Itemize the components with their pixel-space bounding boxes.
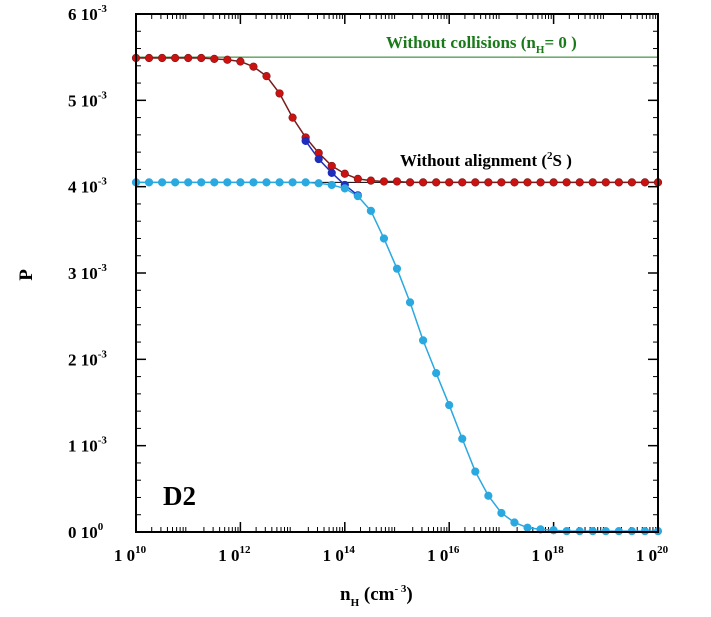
series-light_blue-point	[405, 298, 415, 307]
series-red-point	[445, 178, 454, 187]
series-light_blue-point	[314, 179, 323, 188]
series-light_blue-point	[445, 400, 454, 410]
series-light_blue-point	[497, 508, 506, 518]
series-red-point	[588, 178, 597, 187]
series-red-point	[536, 178, 545, 187]
series-red-point	[562, 178, 571, 187]
series-light_blue-point	[288, 178, 297, 187]
series-red-point	[523, 178, 532, 187]
y-tick-label: 1 10-3	[68, 435, 107, 456]
series-red-point	[288, 113, 297, 122]
series-light_blue-point	[210, 178, 219, 187]
y-axis-title: P	[16, 269, 37, 281]
series-red-point	[275, 89, 284, 98]
series-light_blue-point	[275, 178, 284, 187]
series-red-point	[405, 178, 415, 187]
series-red-point	[340, 169, 349, 178]
series-light_blue-point	[523, 523, 532, 532]
series-dark_blue-point	[301, 136, 310, 146]
series-red-point	[171, 53, 180, 63]
plot-frame	[135, 13, 659, 533]
y-tick-label: 0 100	[68, 521, 104, 542]
no-alignment-annotation: Without alignment (2S )	[400, 150, 572, 170]
x-axis-title: nH (cm- 3)	[340, 583, 413, 609]
y-tick-label: 3 10-3	[68, 262, 107, 283]
series-light_blue-point	[471, 467, 480, 476]
x-tick-label: 1 020	[636, 544, 669, 565]
series-dark_blue-point	[314, 154, 323, 164]
series-light_blue-point	[340, 184, 349, 193]
x-tick-label: 1 018	[531, 544, 564, 565]
series-red-point	[236, 57, 245, 66]
series-red-point	[197, 53, 206, 63]
series-light_blue-point	[510, 518, 519, 527]
series-red-point	[432, 178, 441, 187]
y-tick-label: 5 10-3	[68, 89, 107, 110]
series-light_blue-point	[366, 206, 376, 215]
series-red-point	[497, 178, 506, 187]
series-light_blue-point	[144, 178, 154, 187]
series-light_blue-point	[327, 180, 336, 190]
y-tick-label: 4 10-3	[68, 176, 107, 197]
series-red-point	[366, 176, 376, 185]
series-light_blue-point	[484, 491, 493, 500]
series-light_blue-point	[432, 369, 441, 378]
series-light_blue-point	[353, 192, 362, 201]
series-red-point	[184, 53, 193, 63]
series-red-point	[627, 178, 637, 187]
series-red-point	[353, 174, 362, 183]
series-light_blue-point	[249, 178, 258, 187]
series-red-point	[249, 62, 258, 71]
y-tick-label: 2 10-3	[68, 348, 107, 369]
series-light_blue-point	[184, 178, 193, 187]
series-light_blue-point	[236, 178, 245, 187]
series-red-point	[392, 177, 402, 186]
series-red-line	[136, 57, 658, 184]
series-light_blue-point	[458, 434, 467, 443]
series-light_blue-point	[419, 336, 428, 345]
series-light_blue-point	[197, 178, 206, 187]
series-dark_blue-point	[327, 168, 336, 177]
series-red-point	[640, 178, 650, 187]
series-light_blue-point	[379, 234, 389, 243]
series-light_blue-point	[158, 178, 167, 187]
no-collisions-annotation: Without collisions (nH= 0 )	[386, 33, 577, 56]
series-red-point	[471, 178, 480, 187]
x-tick-label: 1 014	[323, 544, 356, 565]
series-light_blue-point	[392, 264, 402, 273]
series-light_blue-point	[223, 178, 232, 187]
series-red-point	[144, 53, 154, 63]
series-light_blue-line	[136, 181, 658, 532]
series-red-point	[510, 178, 519, 187]
series-red-point	[327, 161, 336, 171]
series-light_blue-point	[262, 178, 271, 187]
panel-label: D2	[163, 481, 196, 511]
series-red-point	[419, 178, 428, 187]
series-light_blue-point	[301, 178, 310, 187]
y-tick-label: 6 10-3	[68, 3, 107, 24]
x-tick-label: 1 010	[114, 544, 147, 565]
series-red-point	[484, 178, 493, 187]
x-tick-label: 1 012	[218, 544, 251, 565]
series-red-point	[158, 53, 167, 63]
series-red-point	[210, 54, 219, 63]
series-red-point	[614, 178, 623, 187]
x-tick-label: 1 016	[427, 544, 460, 565]
series-red-point	[379, 177, 389, 186]
series-red-point	[458, 178, 467, 187]
series-red-point	[549, 178, 558, 187]
series-red-point	[223, 55, 232, 64]
series-red-point	[575, 178, 584, 187]
series-light_blue-point	[171, 178, 180, 187]
series-red-point	[262, 72, 271, 81]
series-red-point	[601, 178, 610, 187]
